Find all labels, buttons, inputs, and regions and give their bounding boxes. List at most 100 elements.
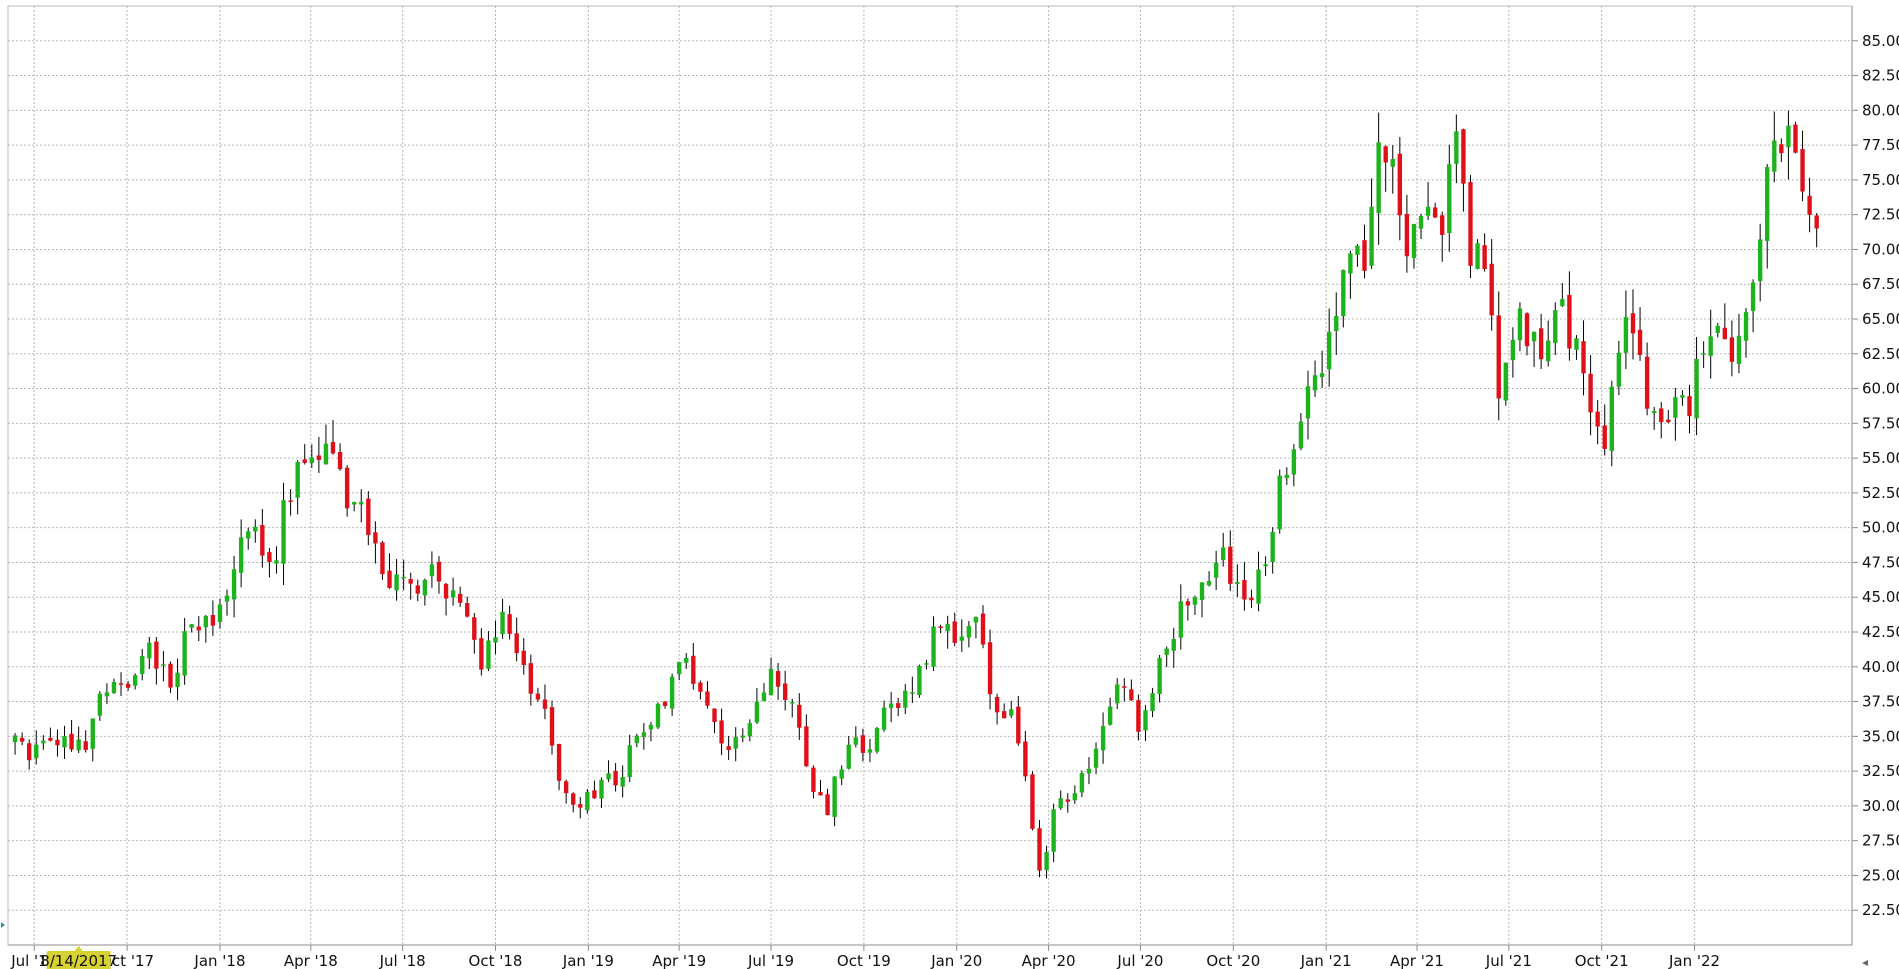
candle-down	[1489, 263, 1494, 316]
cursor-pointer-icon	[74, 946, 83, 951]
candle-down	[373, 532, 378, 544]
candle-down	[267, 552, 272, 562]
candle-up	[1348, 253, 1353, 274]
candle-up	[274, 560, 279, 564]
y-tick-label: 50.00	[1862, 519, 1899, 537]
candle-up	[1765, 167, 1770, 242]
candle-down	[260, 524, 265, 556]
candle-down	[1136, 700, 1141, 732]
candle-up	[1454, 131, 1459, 164]
candle-up	[224, 595, 230, 602]
candle-up	[359, 501, 364, 505]
candle-up	[1411, 223, 1417, 258]
candle-up	[1334, 315, 1339, 332]
candle-down	[1800, 149, 1805, 192]
candle-up	[1786, 125, 1791, 148]
candle-down	[719, 720, 724, 744]
candle-up	[1369, 206, 1374, 266]
y-tick-label: 45.00	[1862, 588, 1899, 606]
candle-down	[1779, 144, 1784, 154]
candle-up	[853, 737, 859, 745]
y-tick-label: 30.00	[1862, 797, 1899, 815]
candle-up	[1284, 474, 1289, 479]
candle-down	[691, 655, 696, 684]
candle-up	[1623, 317, 1629, 353]
candle-up	[493, 637, 498, 643]
candle-down	[1016, 706, 1021, 744]
candle-up	[1044, 852, 1049, 871]
candle-down	[825, 794, 830, 816]
candle-up	[790, 702, 795, 704]
candle-down	[860, 735, 866, 753]
cursor-right-marker-icon	[1862, 960, 1868, 966]
candle-up	[203, 616, 209, 628]
candle-down	[1666, 419, 1671, 423]
candle-up	[1425, 206, 1431, 216]
candle-up	[1150, 693, 1155, 712]
candle-down	[27, 743, 32, 761]
candle-up	[903, 690, 908, 708]
cursor-layer: 8/14/2017	[1, 922, 1868, 969]
candle-up	[295, 461, 300, 498]
candle-up	[620, 777, 625, 787]
candle-up	[1341, 269, 1346, 317]
candle-up	[238, 537, 244, 573]
candle-down	[896, 703, 901, 708]
candle-down	[528, 663, 534, 694]
candle-up	[1326, 331, 1332, 370]
candle-down	[797, 704, 802, 728]
candle-up	[450, 590, 456, 598]
candle-down	[210, 614, 216, 626]
candle-down	[1432, 207, 1438, 218]
y-tick-label: 57.50	[1862, 414, 1899, 432]
candle-down	[457, 593, 463, 603]
candle-up	[1115, 684, 1120, 704]
y-tick-label: 25.00	[1862, 866, 1899, 884]
candle-up	[309, 457, 314, 464]
candle-down	[125, 683, 131, 688]
candle-up	[1263, 564, 1268, 567]
candle-up	[1546, 340, 1551, 362]
candle-down	[1637, 329, 1643, 356]
candle-up	[1319, 373, 1325, 378]
candle-down	[1793, 124, 1798, 153]
candle-up	[655, 703, 661, 728]
candle-down	[775, 671, 781, 687]
candle-up	[1143, 710, 1148, 731]
candle-down	[337, 451, 343, 470]
candle-down	[1228, 546, 1233, 584]
candle-down	[726, 746, 731, 750]
candle-down	[1687, 396, 1692, 417]
candle-down	[1037, 828, 1042, 871]
x-tick-label: Jul '18	[379, 952, 426, 969]
candle-down	[804, 726, 809, 767]
candle-up	[1009, 709, 1014, 716]
candle-up	[175, 672, 180, 688]
candle-up	[1093, 748, 1099, 768]
cursor-left-marker-icon	[1, 922, 5, 928]
candle-up	[740, 735, 745, 738]
candle-down	[980, 613, 986, 645]
candle-up	[733, 737, 738, 749]
candle-up	[1100, 726, 1106, 751]
y-tick-label: 27.50	[1862, 832, 1899, 850]
y-tick-label: 72.50	[1862, 206, 1899, 224]
candle-up	[684, 657, 689, 663]
candle-down	[507, 614, 512, 634]
candle-up	[931, 626, 936, 667]
candle-down	[1249, 597, 1254, 601]
x-tick-label: Jan '19	[562, 952, 614, 969]
x-tick-label: Jan '18	[193, 952, 245, 969]
candle-up	[1221, 547, 1226, 561]
candle-down	[563, 781, 569, 794]
candle-up	[627, 745, 632, 777]
candle-down	[952, 621, 957, 643]
x-tick-label: Jul '17	[10, 952, 57, 969]
candle-down	[1129, 689, 1134, 701]
y-tick-label: 80.00	[1862, 101, 1899, 119]
candle-up	[62, 736, 67, 748]
candle-down	[1122, 686, 1127, 688]
candle-down	[542, 699, 548, 709]
